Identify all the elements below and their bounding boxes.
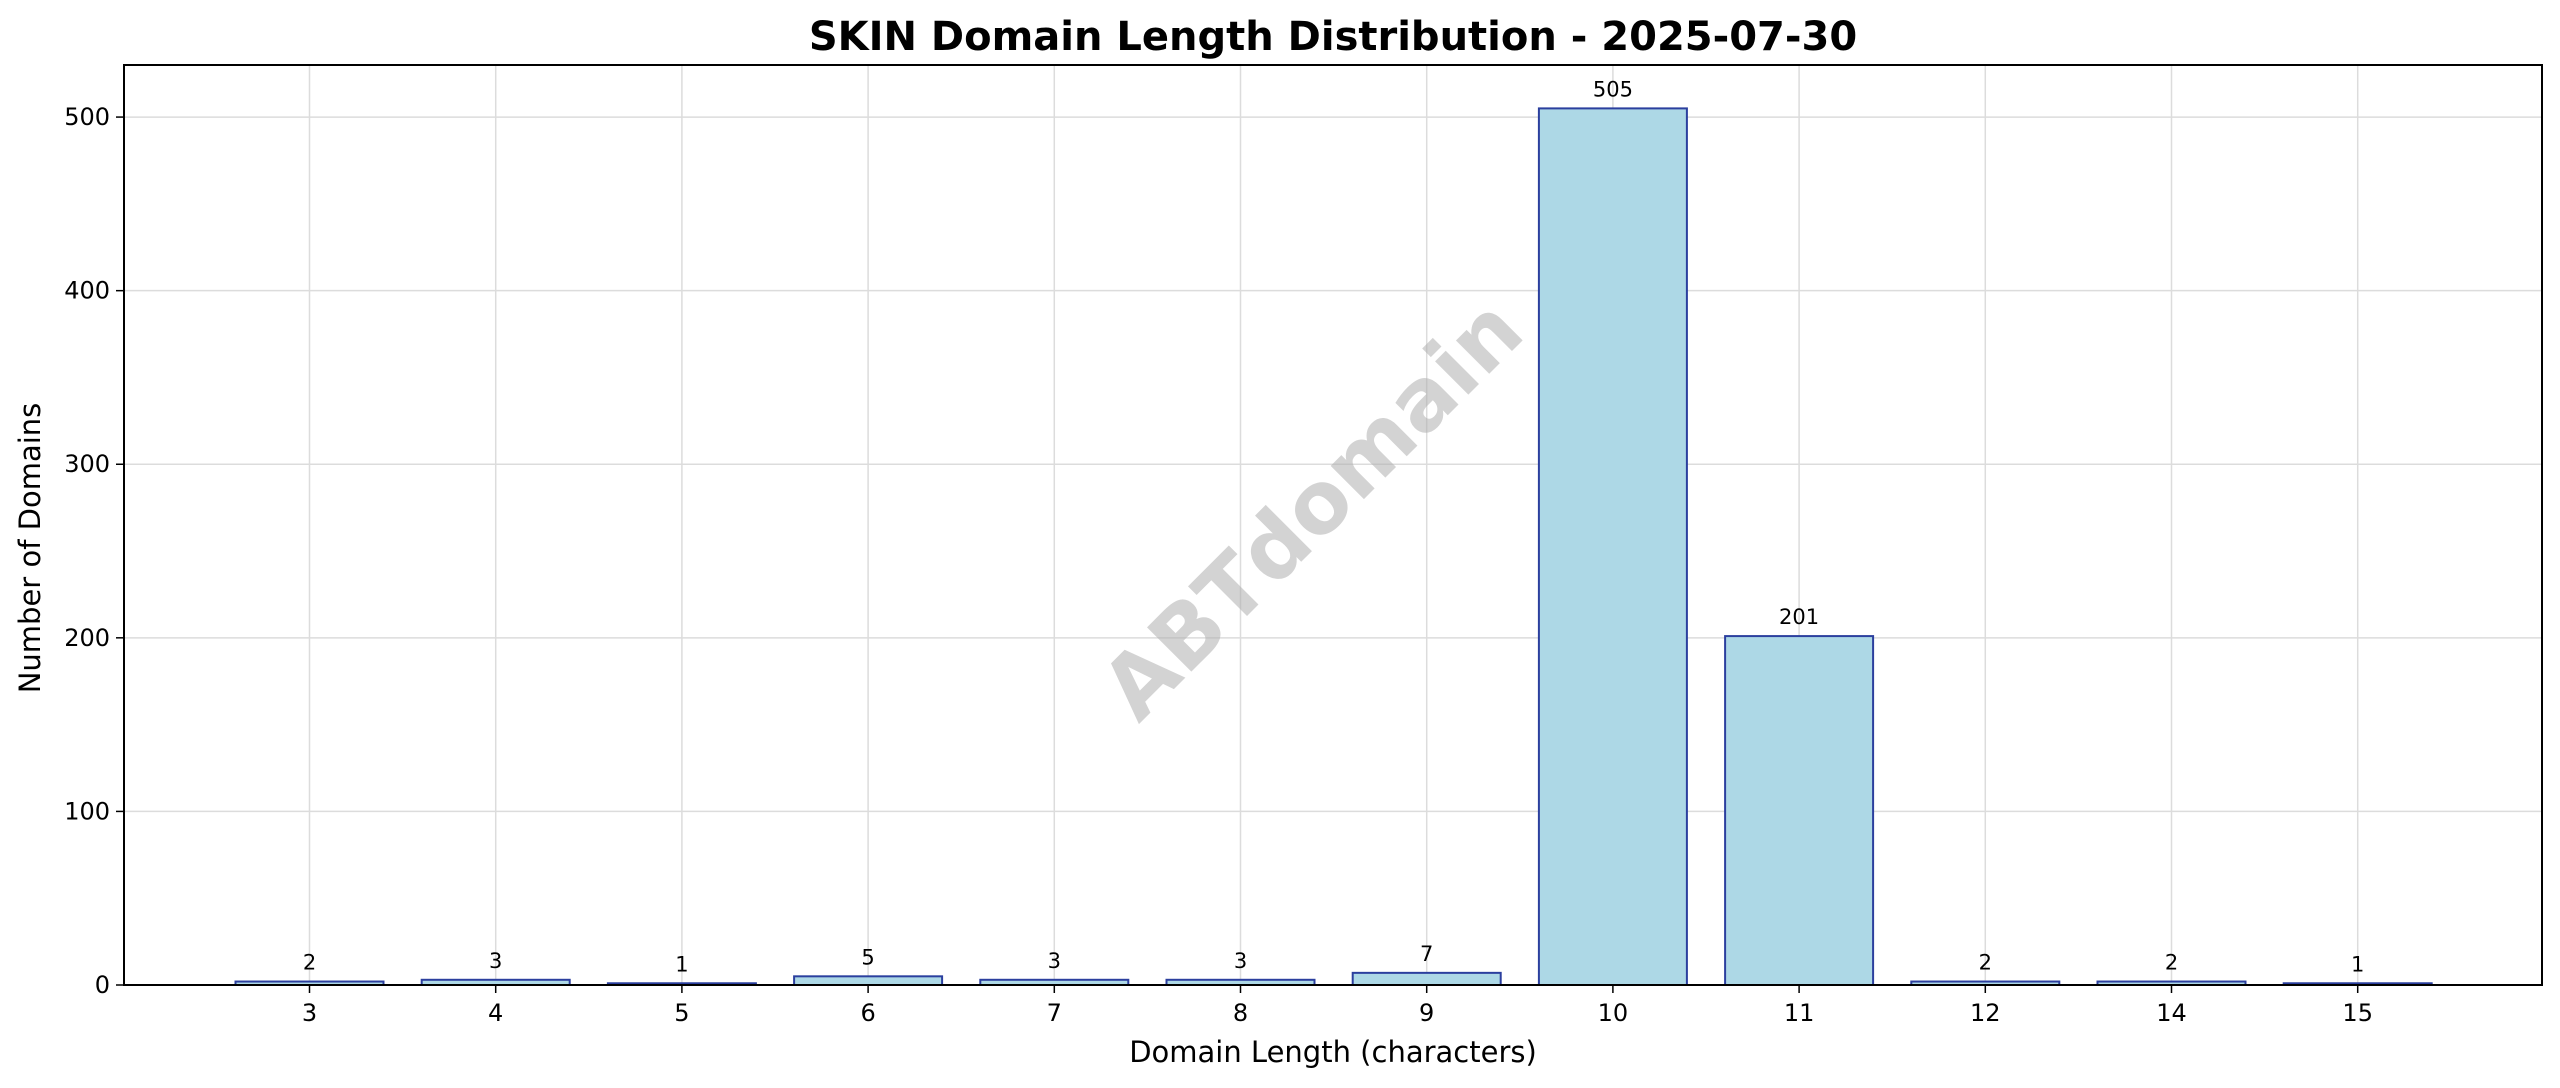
chart-title: SKIN Domain Length Distribution - 2025-0… — [809, 14, 1857, 60]
x-axis-ticks: 3 4 5 6 7 8 9 10 11 12 14 15 — [302, 985, 2373, 1027]
data-label: 1 — [2351, 952, 2364, 976]
data-label: 3 — [1048, 949, 1061, 973]
x-tick-label: 12 — [1970, 999, 2001, 1027]
data-label: 201 — [1779, 605, 1819, 629]
y-tick-label: 100 — [64, 797, 110, 825]
plot-frame — [123, 64, 2543, 986]
bar — [1724, 635, 1875, 987]
y-tick-label: 400 — [64, 277, 110, 305]
data-label: 505 — [1593, 77, 1633, 101]
bar — [793, 975, 944, 986]
x-tick-label: 6 — [860, 999, 875, 1027]
data-label: 2 — [303, 951, 316, 975]
x-tick-label: 7 — [1047, 999, 1062, 1027]
x-axis-label: Domain Length (characters) — [1129, 1035, 1537, 1069]
data-label: 1 — [675, 952, 688, 976]
watermark: ABTdomain — [1083, 280, 1542, 739]
x-tick-label: 15 — [2342, 999, 2373, 1027]
x-tick-label: 4 — [488, 999, 503, 1027]
data-label: 2 — [1979, 951, 1992, 975]
x-tick-label: 3 — [302, 999, 317, 1027]
bar — [1537, 107, 1688, 986]
x-tick-label: 8 — [1233, 999, 1248, 1027]
data-label: 7 — [1420, 942, 1433, 966]
data-label: 2 — [2165, 951, 2178, 975]
x-tick-label: 14 — [2156, 999, 2187, 1027]
y-axis-label: Number of Domains — [13, 403, 47, 694]
x-tick-label: 10 — [1598, 999, 1629, 1027]
y-tick-label: 200 — [64, 624, 110, 652]
data-labels: 2 3 1 5 3 3 7 505 201 2 2 1 — [303, 77, 2365, 976]
x-tick-label: 9 — [1419, 999, 1434, 1027]
data-label: 3 — [489, 949, 502, 973]
x-tick-label: 11 — [1784, 999, 1815, 1027]
x-tick-label: 5 — [674, 999, 689, 1027]
y-tick-label: 0 — [95, 971, 110, 999]
y-tick-label: 300 — [64, 450, 110, 478]
y-axis-ticks: 0 100 200 300 400 500 — [64, 103, 124, 999]
bar — [1351, 971, 1502, 987]
y-tick-label: 500 — [64, 103, 110, 131]
data-label: 3 — [1234, 949, 1247, 973]
data-label: 5 — [861, 945, 874, 969]
